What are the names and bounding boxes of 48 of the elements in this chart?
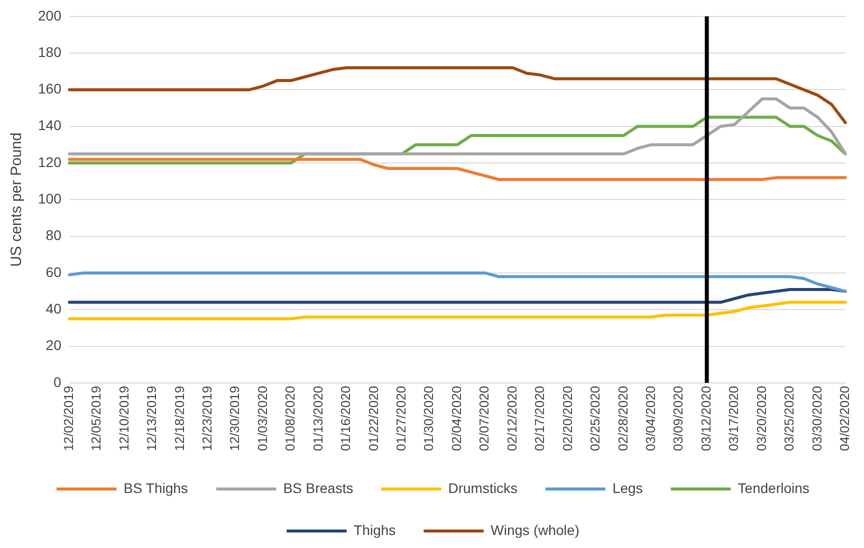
y-tick-label: 100 (38, 190, 62, 207)
y-tick-label: 40 (46, 300, 62, 316)
x-tick-label: 02/20/2020 (560, 386, 575, 452)
legend-label: BS Thighs (124, 480, 188, 496)
x-tick-label: 12/18/2019 (172, 386, 187, 452)
y-tick-label: 200 (38, 7, 62, 24)
x-tick-label: 01/08/2020 (282, 386, 298, 452)
x-tick-label: 01/03/2020 (254, 386, 270, 452)
x-tick-label: 12/02/2019 (60, 386, 76, 452)
x-tick-label: 03/04/2020 (642, 386, 658, 452)
y-tick-label: 60 (46, 264, 62, 280)
x-tick-label: 02/28/2020 (615, 386, 630, 452)
x-tick-label: 03/12/2020 (698, 386, 714, 452)
x-tick-label: 12/30/2019 (227, 386, 242, 452)
legend-label: Legs (612, 480, 643, 496)
x-tick-label: 03/25/2020 (782, 386, 797, 452)
x-tick-label: 12/23/2019 (200, 386, 215, 452)
x-tick-label: 01/30/2020 (421, 386, 436, 452)
x-tick-label: 02/07/2020 (476, 386, 492, 452)
x-tick-label: 02/25/2020 (588, 386, 603, 452)
y-tick-label: 20 (46, 337, 62, 354)
legend-label: Drumsticks (448, 480, 518, 496)
x-tick-label: 02/12/2020 (504, 386, 520, 452)
x-tick-label: 01/27/2020 (394, 386, 409, 452)
x-tick-label: 12/10/2019 (116, 386, 132, 452)
legend-label: Tenderloins (738, 480, 810, 496)
x-tick-label: 03/09/2020 (670, 386, 686, 452)
legend-label: Thighs (354, 522, 396, 538)
y-tick-label: 160 (38, 80, 62, 97)
legend-label: Wings (whole) (490, 522, 580, 538)
x-tick-label: 01/22/2020 (366, 386, 381, 452)
x-tick-label: 02/17/2020 (532, 386, 548, 452)
x-tick-label: 12/05/2019 (88, 386, 104, 452)
y-tick-label: 0 (54, 374, 62, 390)
y-tick-label: 180 (38, 44, 62, 60)
x-tick-label: 12/13/2019 (144, 386, 160, 452)
y-tick-label: 80 (46, 227, 62, 244)
x-tick-label: 03/30/2020 (809, 386, 824, 452)
x-tick-label: 01/16/2020 (338, 386, 354, 452)
x-tick-label: 02/04/2020 (448, 386, 464, 452)
x-tick-label: 01/13/2020 (310, 386, 326, 452)
x-tick-label: 03/20/2020 (754, 386, 769, 452)
y-tick-label: 120 (38, 154, 62, 170)
y-axis-title: US cents per Pound (8, 132, 26, 267)
legend-label: BS Breasts (283, 480, 354, 496)
y-tick-label: 140 (38, 117, 62, 134)
x-tick-label: 04/02/2020 (836, 386, 852, 452)
x-tick-label: 03/17/2020 (726, 386, 742, 452)
